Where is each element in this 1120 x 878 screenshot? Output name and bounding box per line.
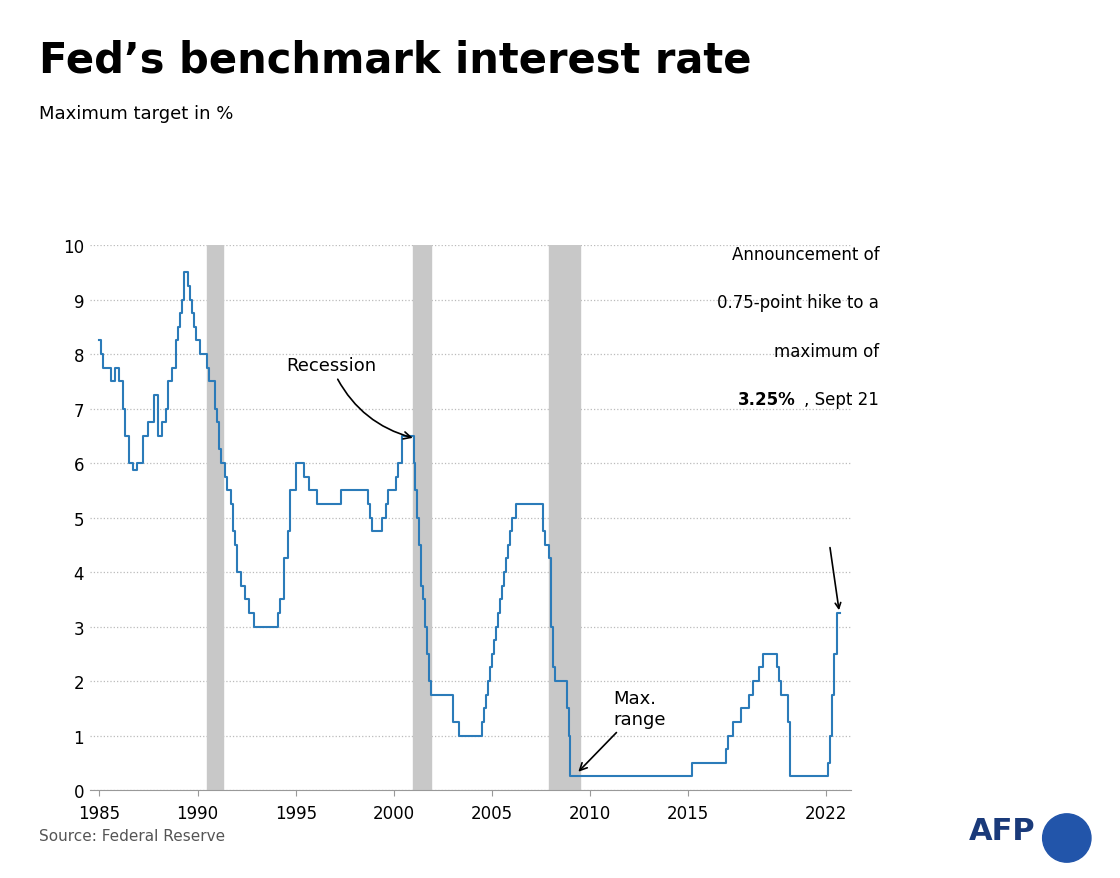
Bar — [207, 246, 223, 790]
Bar — [549, 246, 580, 790]
Text: , Sept 21: , Sept 21 — [804, 391, 879, 408]
Bar — [413, 246, 431, 790]
Text: Announcement of: Announcement of — [731, 246, 879, 263]
Circle shape — [1043, 814, 1091, 862]
Text: Maximum target in %: Maximum target in % — [39, 105, 234, 123]
Text: 0.75-point hike to a: 0.75-point hike to a — [717, 294, 879, 312]
Text: Fed’s benchmark interest rate: Fed’s benchmark interest rate — [39, 40, 752, 82]
Text: AFP: AFP — [969, 816, 1035, 845]
Text: Source: Federal Reserve: Source: Federal Reserve — [39, 828, 225, 843]
Text: maximum of: maximum of — [774, 342, 879, 360]
Text: Recession: Recession — [286, 356, 411, 439]
Text: 3.25%: 3.25% — [737, 391, 795, 408]
Text: Max.
range: Max. range — [580, 689, 666, 771]
